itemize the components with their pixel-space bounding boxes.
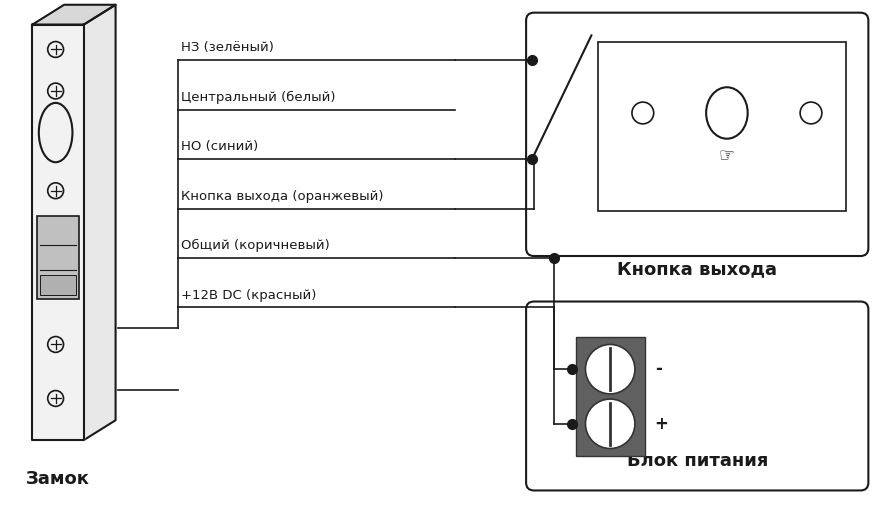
Polygon shape [37,216,79,299]
Text: Кнопка выхода (оранжевый): Кнопка выхода (оранжевый) [181,190,383,202]
Polygon shape [41,276,76,295]
Text: +12В DC (красный): +12В DC (красный) [181,288,316,301]
Circle shape [585,399,634,449]
Text: НО (синий): НО (синий) [181,140,258,153]
Text: Общий (коричневый): Общий (коричневый) [181,239,330,252]
Polygon shape [33,25,84,440]
Polygon shape [33,5,115,25]
Text: +: + [654,415,668,433]
Text: Блок питания: Блок питания [626,452,767,470]
Text: ☞: ☞ [718,147,734,165]
Text: НЗ (зелёный): НЗ (зелёный) [181,41,274,54]
Circle shape [585,345,634,394]
FancyBboxPatch shape [525,301,867,490]
Text: Кнопка выхода: Кнопка выхода [617,260,776,278]
Polygon shape [575,337,644,456]
Text: Центральный (белый): Центральный (белый) [181,91,335,104]
Text: -: - [654,360,661,378]
Polygon shape [84,5,115,440]
Polygon shape [598,42,844,211]
Text: Замок: Замок [27,470,90,488]
FancyBboxPatch shape [525,13,867,256]
